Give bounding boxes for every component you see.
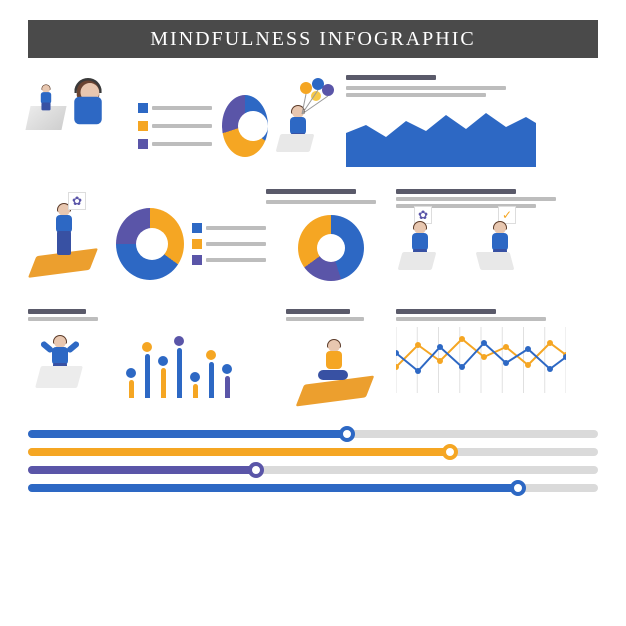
person-balloons — [268, 72, 346, 180]
placeholder-line — [266, 200, 376, 204]
line-chart — [396, 327, 566, 393]
legend-item — [138, 121, 212, 131]
person-yoga: ✿ — [28, 186, 116, 302]
placeholder-line — [396, 197, 556, 201]
placeholder-line — [396, 309, 496, 314]
donut-chart-3 — [298, 215, 364, 281]
placeholder-line — [346, 86, 506, 90]
progress-bar — [28, 484, 598, 492]
person-stairs — [28, 106, 64, 130]
area-chart — [346, 103, 536, 167]
lotus-icon: ✿ — [68, 192, 86, 210]
header-title: MINDFULNESS INFOGRAPHIC — [150, 28, 475, 51]
donut-chart-1 — [222, 95, 268, 157]
person-lotus — [286, 306, 396, 416]
legend-item — [192, 223, 266, 233]
progress-bar — [28, 466, 598, 474]
legend-item — [138, 139, 212, 149]
legend-item — [192, 239, 266, 249]
person-relaxing — [28, 306, 126, 416]
placeholder-line — [266, 189, 356, 194]
donut-chart-2 — [116, 208, 184, 280]
placeholder-line — [346, 93, 486, 97]
progress-bar — [28, 430, 598, 438]
placeholder-line — [28, 317, 98, 321]
placeholder-line — [286, 309, 350, 314]
placeholder-line — [396, 189, 516, 194]
progress-bar — [28, 448, 598, 456]
legend-item — [192, 255, 266, 265]
bar-chart — [126, 338, 286, 398]
progress-bars — [28, 430, 598, 492]
legend-item — [138, 103, 212, 113]
header-bar: MINDFULNESS INFOGRAPHIC — [28, 20, 598, 58]
balloons-icon — [296, 76, 346, 116]
placeholder-line — [28, 309, 86, 314]
placeholder-line — [286, 317, 364, 321]
people-pair: ✿ ✓ — [396, 186, 598, 302]
area-chart-title — [346, 75, 436, 80]
placeholder-line — [396, 317, 546, 321]
